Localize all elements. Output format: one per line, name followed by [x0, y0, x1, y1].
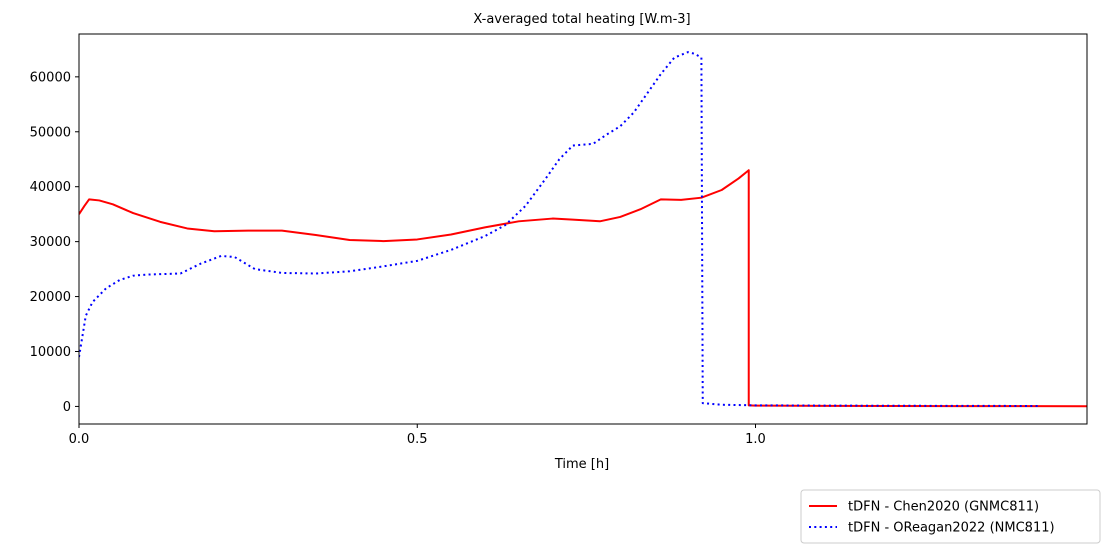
x-axis-ticks: 0.0 0.5 1.0: [69, 424, 766, 447]
y-tick-label: 20000: [30, 290, 71, 305]
y-tick-label: 30000: [30, 235, 71, 250]
chart-title: X-averaged total heating [W.m-3]: [473, 12, 690, 27]
series-line-0: [79, 169, 1087, 408]
y-axis-ticks: 0 10000 20000 30000 40000 50000 60000: [30, 70, 79, 415]
legend-box: [800, 489, 1101, 544]
y-tick-label: 0: [63, 400, 71, 415]
y-tick-label: 60000: [30, 70, 71, 85]
x-tick-label: 0.5: [407, 432, 428, 447]
plot-lines: [79, 51, 1087, 408]
legend-label-oreagan2022: tDFN - OReagan2022 (NMC811): [848, 521, 1055, 536]
y-tick-label: 40000: [30, 180, 71, 195]
x-tick-label: 1.0: [745, 432, 766, 447]
legend-label-chen2020: tDFN - Chen2020 (GNMC811): [848, 500, 1039, 515]
plot-area-frame: [78, 33, 1088, 425]
series-line-1: [79, 51, 1040, 407]
x-axis-label: Time [h]: [554, 457, 609, 472]
legend: tDFN - Chen2020 (GNMC811) tDFN - OReagan…: [800, 489, 1101, 544]
y-tick-label: 50000: [30, 125, 71, 140]
x-tick-label: 0.0: [69, 432, 90, 447]
y-tick-label: 10000: [30, 345, 71, 360]
